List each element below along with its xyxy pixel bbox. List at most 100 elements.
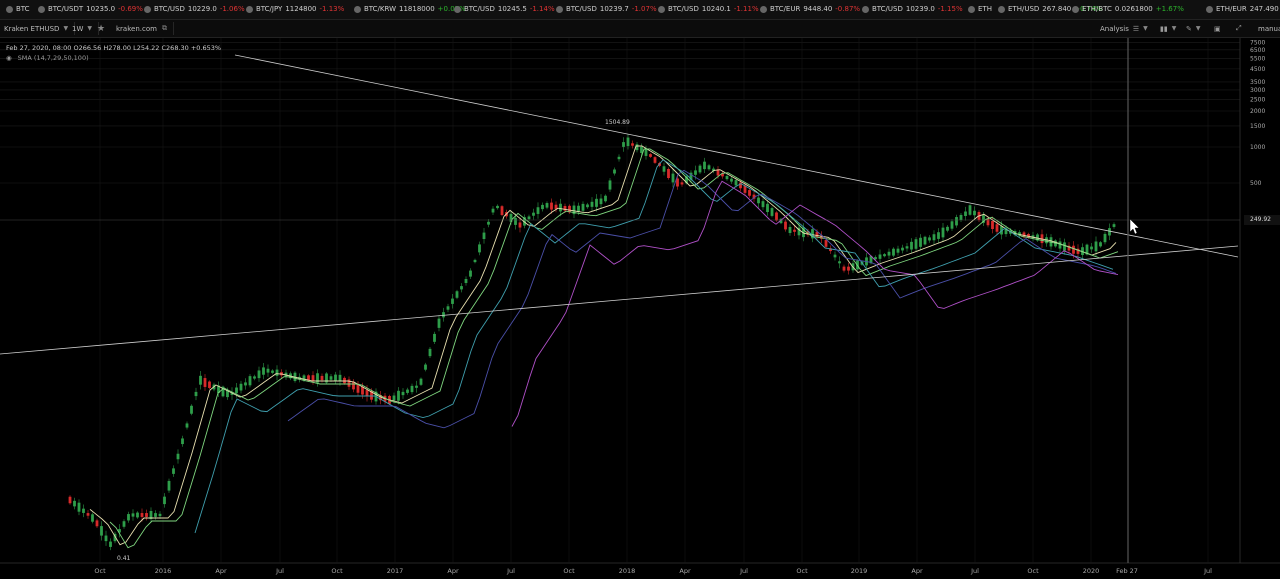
candle <box>626 134 630 150</box>
eye-icon[interactable]: ◉ <box>6 54 12 62</box>
ticker-price: 0.0261800 <box>1114 5 1153 13</box>
ticker-item[interactable]: ETH/USD 267.840 +0.74% <box>998 0 1102 19</box>
ticker-item[interactable]: BTC/JPY 1124800 -1.13% <box>246 0 344 19</box>
candle <box>545 201 549 210</box>
candle <box>122 519 126 529</box>
ticker-item[interactable]: BTC/USD 10239.0 -1.15% <box>862 0 963 19</box>
candle <box>910 238 913 254</box>
candle <box>500 205 504 217</box>
candle <box>793 225 796 236</box>
candle <box>568 204 571 214</box>
candle <box>581 201 585 214</box>
candle <box>1067 242 1071 255</box>
candle <box>622 137 625 152</box>
candle <box>941 223 945 242</box>
candle <box>451 294 454 309</box>
x-tick-label: 2019 <box>851 567 868 575</box>
candle <box>379 391 382 405</box>
indicator-legend[interactable]: ◉ SMA (14,7,29,50,100) <box>6 53 221 63</box>
fullscreen-icon[interactable]: ⤢ <box>1236 24 1242 32</box>
indicator-label: SMA (14,7,29,50,100) <box>17 54 89 62</box>
coin-icon <box>998 6 1005 13</box>
candle <box>743 183 747 196</box>
ticker-item[interactable]: ETH/EUR 247.490 <box>1206 0 1280 19</box>
candle <box>766 200 769 216</box>
ticker-item[interactable]: BTC/USD 10245.5 -1.14% <box>454 0 555 19</box>
ticker-item[interactable]: BTC/USD 10229.0 -1.06% <box>144 0 245 19</box>
star-icon[interactable]: ★ <box>97 23 106 34</box>
candle <box>482 227 486 244</box>
chevron-down-icon: ▼ <box>1143 25 1148 32</box>
candle <box>649 153 652 158</box>
candle <box>176 449 180 464</box>
candle <box>397 387 400 405</box>
candle <box>338 370 342 386</box>
x-tick-label: Jul <box>970 567 979 575</box>
candle <box>964 206 967 221</box>
ticker-item[interactable]: BTC/USD 10239.7 -1.07% <box>556 0 657 19</box>
candle <box>901 244 904 254</box>
candle <box>91 512 94 524</box>
ticker-change: -1.07% <box>631 5 657 13</box>
interval-select[interactable]: 1W ▼ <box>72 22 99 35</box>
candle <box>181 435 184 447</box>
manual-label: manua <box>1258 24 1280 33</box>
candle <box>604 194 607 203</box>
ticker-symbol: BTC/USD <box>668 5 699 13</box>
screenshot-icon[interactable]: ▣ <box>1214 24 1221 33</box>
candle <box>1081 243 1084 259</box>
ticker-item[interactable]: BTC <box>6 0 36 19</box>
ticker-symbol: BTC/JPY <box>256 5 283 13</box>
candle <box>415 380 418 393</box>
sma-lines <box>89 145 1119 549</box>
ticker-symbol: ETH/EUR <box>1216 5 1247 13</box>
x-tick-label: Oct <box>563 567 575 575</box>
ticker-item[interactable]: ETH/BTC 0.0261800 +1.67% <box>1072 0 1184 19</box>
candles <box>68 134 1116 551</box>
candle <box>698 164 702 174</box>
chart-type-icon[interactable]: ▮▮ ▼ <box>1160 24 1177 33</box>
ticker-change: -1.14% <box>529 5 555 13</box>
ticker-item[interactable]: ETH <box>968 0 998 19</box>
high-annotation: 1504.89 <box>605 119 630 126</box>
candle <box>887 248 891 259</box>
trend-line-lower <box>0 245 1239 355</box>
ticker-item[interactable]: BTC/USDT 10235.0 -0.69% <box>38 0 143 19</box>
ticker-symbol: BTC/USDT <box>48 5 84 13</box>
y-tick-label: 5500 <box>1250 55 1265 62</box>
ticker-item[interactable]: BTC/USD 10240.1 -1.11% <box>658 0 759 19</box>
exchange-link[interactable]: kraken.com ⧉ <box>116 22 174 35</box>
candle <box>761 198 765 210</box>
analysis-label: Analysis <box>1100 24 1129 33</box>
manual-button[interactable]: manua <box>1258 22 1280 35</box>
candle <box>113 531 117 544</box>
analysis-menu[interactable]: Analysis ☰ ▼ <box>1100 22 1148 35</box>
candle <box>725 174 729 181</box>
y-tick-label: 1500 <box>1250 123 1265 130</box>
candle <box>617 154 621 162</box>
candle <box>131 509 135 521</box>
candle <box>68 495 72 505</box>
coin-icon <box>454 6 461 13</box>
chart-legend: Feb 27, 2020, 08:00 O266.56 H278.00 L254… <box>6 43 221 63</box>
ticker-item[interactable]: BTC/KRW 11818000 +0.07% <box>354 0 466 19</box>
candle <box>797 223 801 240</box>
candle <box>203 374 207 391</box>
coin-icon <box>658 6 665 13</box>
x-tick-label: Jul <box>506 567 515 575</box>
symbol-select[interactable]: Kraken ETHUSD ▼ <box>4 22 76 35</box>
ticker-item[interactable]: BTC/EUR 9448.40 -0.87% <box>760 0 860 19</box>
candle <box>959 212 963 223</box>
ticker-price: 10229.0 <box>187 5 217 13</box>
candle <box>968 204 972 216</box>
candle <box>401 388 405 399</box>
draw-tool-icon[interactable]: ✎ ▼ <box>1186 24 1201 33</box>
candle <box>932 230 936 245</box>
y-tick-label: 3500 <box>1250 79 1265 86</box>
coin-icon <box>968 6 975 13</box>
ticker-bar: BTC BTC/USDT 10235.0 -0.69% BTC/USD 10229.0 -1… <box>0 0 1280 20</box>
candle <box>554 201 558 213</box>
ticker-change: -1.15% <box>937 5 963 13</box>
